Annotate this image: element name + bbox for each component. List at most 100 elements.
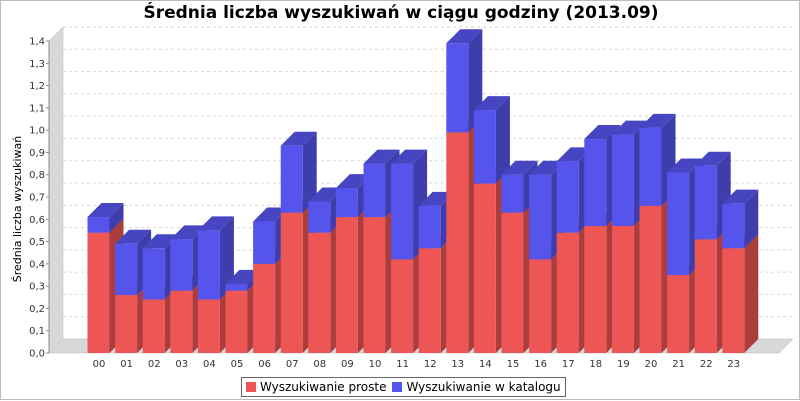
x-tick-label: 22 (700, 359, 713, 370)
x-tick-label: 06 (258, 359, 271, 370)
bar-simple-01-front (115, 295, 138, 353)
y-tick-label: 0,4 (29, 259, 45, 270)
x-tick-label: 14 (479, 359, 492, 370)
legend-label-catalog: Wyszukiwanie w katalogu (406, 380, 561, 394)
bar-simple-03-front (170, 290, 193, 353)
bar-catalog-01-top (115, 229, 152, 244)
bar-catalog-04-front (197, 230, 220, 300)
bar-catalog-06-top (253, 207, 290, 222)
y-axis-label: Średnia liczba wyszukiwań (11, 136, 24, 283)
bar-catalog-19-front (611, 134, 634, 226)
bar-simple-11-front (391, 259, 414, 353)
y-tick-label: 1,3 (29, 59, 45, 70)
legend-item-catalog: Wyszukiwanie w katalogu (392, 380, 561, 394)
bar-catalog-23-side (744, 189, 759, 249)
bar-simple-13-front (446, 132, 469, 353)
y-tick-label: 1,4 (29, 37, 45, 48)
x-tick-label: 04 (203, 359, 216, 370)
bar-catalog-15-top (501, 160, 538, 175)
bar-simple-00-front (87, 232, 110, 353)
bar-catalog-10-front (363, 163, 386, 218)
x-tick-label: 16 (534, 359, 547, 370)
y-tick-label: 1,2 (29, 81, 45, 92)
bar-catalog-05-top (225, 269, 262, 284)
x-tick-label: 03 (175, 359, 188, 370)
bar-catalog-07-side (302, 131, 317, 213)
x-tick-label: 13 (451, 359, 464, 370)
bar-catalog-18-front (584, 139, 607, 226)
y-tick-label: 0,9 (29, 148, 45, 159)
bar-catalog-18-top (584, 125, 621, 140)
bar-group-03 (170, 225, 207, 353)
legend-label-simple: Wyszukiwanie proste (260, 380, 387, 394)
legend-swatch-catalog (392, 382, 403, 392)
bar-simple-14-front (473, 183, 496, 353)
bar-catalog-14-top (473, 96, 510, 111)
bar-catalog-12-front (418, 205, 441, 249)
x-tick-label: 17 (562, 359, 575, 370)
y-tick-label: 0,1 (29, 326, 45, 337)
x-tick-label: 10 (369, 359, 382, 370)
bar-simple-23-front (722, 248, 745, 353)
bar-catalog-09-front (335, 188, 358, 218)
bar-catalog-09-top (335, 174, 372, 189)
y-tick-label: 0,3 (29, 282, 45, 293)
y-tick-label: 0,2 (29, 304, 45, 315)
bar-group-23 (722, 189, 759, 353)
bar-catalog-02-front (142, 248, 165, 300)
bar-simple-02-front (142, 299, 165, 353)
bar-catalog-13-front (446, 43, 469, 133)
bar-catalog-13-top (446, 29, 483, 44)
bar-simple-06-front (253, 263, 276, 353)
x-tick-label: 05 (231, 359, 244, 370)
bar-catalog-16-front (529, 174, 552, 260)
bar-catalog-22-front (694, 165, 717, 240)
bar-simple-20-front (639, 205, 662, 353)
bar-catalog-10-top (363, 149, 400, 164)
x-tick-label: 02 (148, 359, 161, 370)
bar-catalog-06-front (253, 221, 276, 264)
y-tick-label: 1,0 (29, 126, 45, 137)
bar-catalog-11-front (391, 163, 414, 260)
bar-catalog-23-top (722, 189, 759, 204)
bar-catalog-20-front (639, 127, 662, 206)
bar-simple-21-front (667, 275, 690, 353)
bar-catalog-08-top (308, 187, 345, 202)
bar-group-04 (197, 216, 234, 353)
bar-catalog-04-side (219, 216, 234, 300)
x-tick-label: 08 (313, 359, 326, 370)
bar-catalog-03-top (170, 225, 207, 240)
bar-simple-19-front (611, 225, 634, 353)
bar-catalog-00-top (87, 203, 124, 218)
bar-simple-05-front (225, 290, 248, 353)
chart-title: Średnia liczba wyszukiwań w ciągu godzin… (143, 3, 659, 23)
x-tick-label: 15 (507, 359, 520, 370)
bar-catalog-12-top (418, 191, 455, 206)
bar-simple-07-front (280, 212, 303, 353)
legend: Wyszukiwanie proste Wyszukiwanie w katal… (241, 377, 566, 397)
x-tick-label: 21 (672, 359, 685, 370)
bar-simple-18-front (584, 225, 607, 353)
bar-catalog-01-front (115, 243, 138, 296)
bar-simple-04-front (197, 299, 220, 353)
bar-simple-10-front (363, 217, 386, 353)
bar-catalog-02-top (142, 234, 179, 249)
y-tick-label: 0,8 (29, 170, 45, 181)
bar-catalog-05-front (225, 283, 248, 291)
x-tick-label: 20 (645, 359, 658, 370)
tick-labels: 0,0 0,1 0,2 0,3 0,4 0,5 0,6 0,7 0,8 0,9 1,0 1,1 1,2 1… (29, 37, 740, 371)
bar-simple-09-front (335, 217, 358, 353)
bar-catalog-17-front (556, 161, 579, 233)
y-tick-label: 0,6 (29, 215, 45, 226)
bar-catalog-20-top (639, 113, 676, 128)
bar-simple-08-front (308, 232, 331, 353)
x-tick-label: 12 (424, 359, 437, 370)
x-tick-label: 07 (286, 359, 299, 370)
bar-catalog-07-top (280, 131, 317, 146)
x-tick-label: 23 (727, 359, 740, 370)
bar-simple-15-front (501, 212, 524, 353)
y-tick-label: 0,0 (29, 349, 45, 360)
bar-catalog-11-top (391, 149, 428, 164)
